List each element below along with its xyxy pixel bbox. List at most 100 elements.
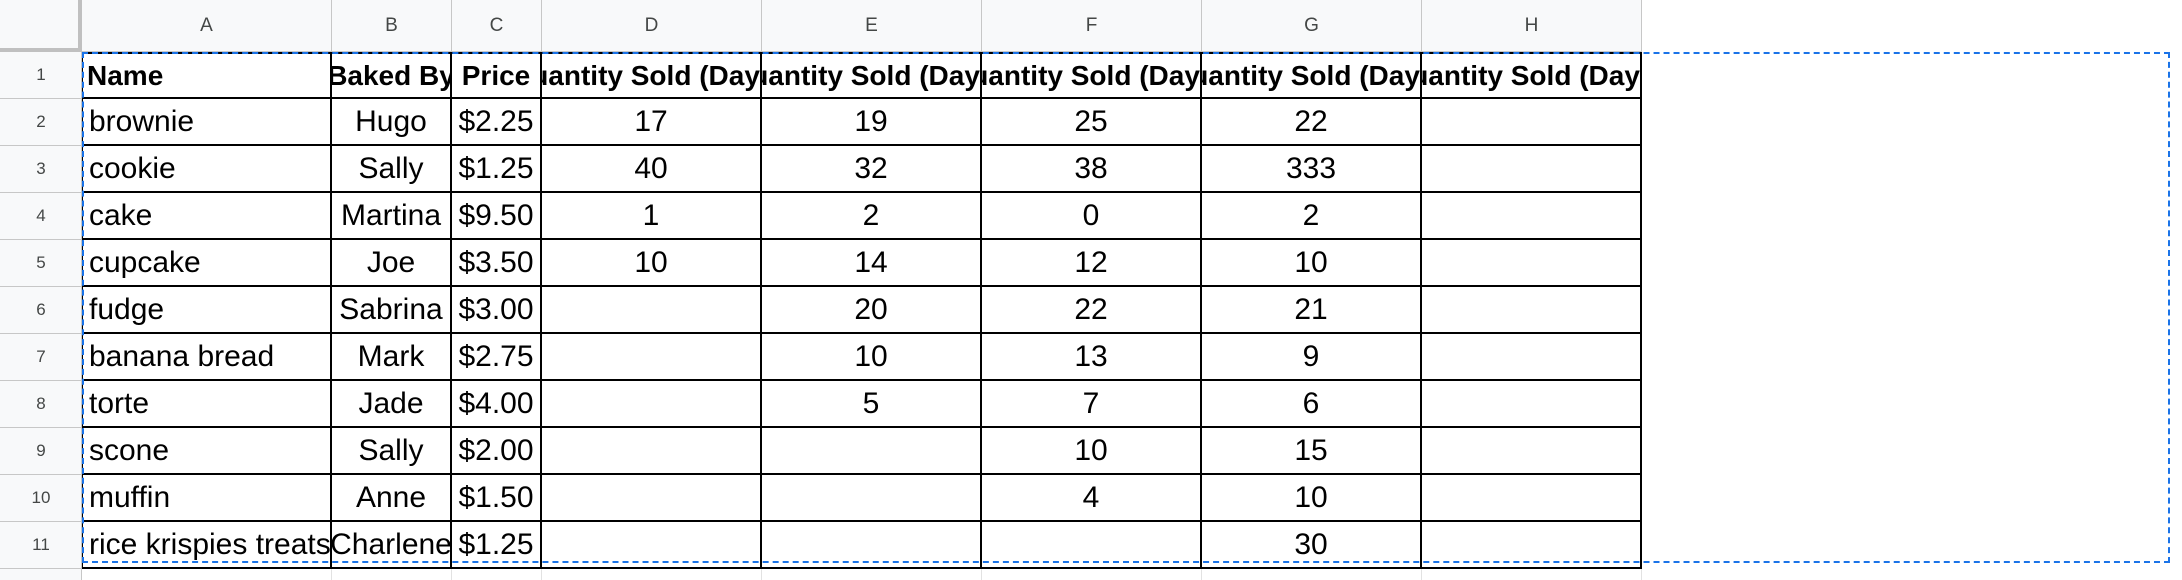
cell-f9[interactable]: 10 <box>982 428 1202 475</box>
column-header-g[interactable]: G <box>1202 0 1422 52</box>
cell-g6[interactable]: 21 <box>1202 287 1422 334</box>
column-header-c[interactable]: C <box>452 0 542 52</box>
row-header-5[interactable]: 5 <box>0 240 82 287</box>
cell-h3[interactable] <box>1422 146 1642 193</box>
cell-f10[interactable]: 4 <box>982 475 1202 522</box>
column-header-e[interactable]: E <box>762 0 982 52</box>
cell-e8[interactable]: 5 <box>762 381 982 428</box>
cell-d9[interactable] <box>542 428 762 475</box>
cell-g5[interactable]: 10 <box>1202 240 1422 287</box>
cell-g4[interactable]: 2 <box>1202 193 1422 240</box>
cell-f4[interactable]: 0 <box>982 193 1202 240</box>
cell-g11[interactable]: 30 <box>1202 522 1422 569</box>
cell-h5[interactable] <box>1422 240 1642 287</box>
cell-a3[interactable]: cookie <box>82 146 332 193</box>
cell-h6[interactable] <box>1422 287 1642 334</box>
row-header-8[interactable]: 8 <box>0 381 82 428</box>
header-cell-a1[interactable]: Name <box>82 52 332 99</box>
cell-e4[interactable]: 2 <box>762 193 982 240</box>
row-header-9[interactable]: 9 <box>0 428 82 475</box>
column-header-d[interactable]: D <box>542 0 762 52</box>
cell-d5[interactable]: 10 <box>542 240 762 287</box>
header-cell-c1[interactable]: Price <box>452 52 542 99</box>
cell-e5[interactable]: 14 <box>762 240 982 287</box>
cell-f11[interactable] <box>982 522 1202 569</box>
cell-c7[interactable]: $2.75 <box>452 334 542 381</box>
cell-c11[interactable]: $1.25 <box>452 522 542 569</box>
cell-h8[interactable] <box>1422 381 1642 428</box>
column-header-a[interactable]: A <box>82 0 332 52</box>
cell-g2[interactable]: 22 <box>1202 99 1422 146</box>
header-cell-f1[interactable]: Quantity Sold (Day 3) <box>982 52 1202 99</box>
cell-h4[interactable] <box>1422 193 1642 240</box>
header-cell-g1[interactable]: Quantity Sold (Day 4) <box>1202 52 1422 99</box>
cell-a8[interactable]: torte <box>82 381 332 428</box>
empty-cell[interactable] <box>82 569 332 580</box>
cell-h9[interactable] <box>1422 428 1642 475</box>
cell-b4[interactable]: Martina <box>332 193 452 240</box>
cell-e7[interactable]: 10 <box>762 334 982 381</box>
row-header-2[interactable]: 2 <box>0 99 82 146</box>
cell-f3[interactable]: 38 <box>982 146 1202 193</box>
header-cell-e1[interactable]: Quantity Sold (Day 2) <box>762 52 982 99</box>
cell-b11[interactable]: Charlene <box>332 522 452 569</box>
cell-c10[interactable]: $1.50 <box>452 475 542 522</box>
cell-b9[interactable]: Sally <box>332 428 452 475</box>
cell-d2[interactable]: 17 <box>542 99 762 146</box>
cell-e3[interactable]: 32 <box>762 146 982 193</box>
cell-a2[interactable]: brownie <box>82 99 332 146</box>
cell-e9[interactable] <box>762 428 982 475</box>
empty-cell[interactable] <box>762 569 982 580</box>
row-header-11[interactable]: 11 <box>0 522 82 569</box>
cell-a10[interactable]: muffin <box>82 475 332 522</box>
row-header-10[interactable]: 10 <box>0 475 82 522</box>
cell-d7[interactable] <box>542 334 762 381</box>
cell-d11[interactable] <box>542 522 762 569</box>
column-header-b[interactable]: B <box>332 0 452 52</box>
cell-c4[interactable]: $9.50 <box>452 193 542 240</box>
cell-c5[interactable]: $3.50 <box>452 240 542 287</box>
cell-h11[interactable] <box>1422 522 1642 569</box>
empty-cell[interactable] <box>1422 569 1642 580</box>
cell-e6[interactable]: 20 <box>762 287 982 334</box>
cell-b3[interactable]: Sally <box>332 146 452 193</box>
row-header-7[interactable]: 7 <box>0 334 82 381</box>
cell-d6[interactable] <box>542 287 762 334</box>
cell-a9[interactable]: scone <box>82 428 332 475</box>
cell-e11[interactable] <box>762 522 982 569</box>
cell-g7[interactable]: 9 <box>1202 334 1422 381</box>
cell-d3[interactable]: 40 <box>542 146 762 193</box>
cell-c2[interactable]: $2.25 <box>452 99 542 146</box>
cell-d10[interactable] <box>542 475 762 522</box>
cell-f7[interactable]: 13 <box>982 334 1202 381</box>
cell-a4[interactable]: cake <box>82 193 332 240</box>
cell-e2[interactable]: 19 <box>762 99 982 146</box>
cell-c6[interactable]: $3.00 <box>452 287 542 334</box>
cell-a11[interactable]: rice krispies treats <box>82 522 332 569</box>
cell-h10[interactable] <box>1422 475 1642 522</box>
cell-c9[interactable]: $2.00 <box>452 428 542 475</box>
row-header-1[interactable]: 1 <box>0 52 82 99</box>
select-all-corner[interactable] <box>0 0 82 52</box>
cell-g10[interactable]: 10 <box>1202 475 1422 522</box>
header-cell-b1[interactable]: Baked By <box>332 52 452 99</box>
cell-f6[interactable]: 22 <box>982 287 1202 334</box>
header-cell-h1[interactable]: Quantity Sold (Day 5) <box>1422 52 1642 99</box>
cell-c8[interactable]: $4.00 <box>452 381 542 428</box>
cell-h2[interactable] <box>1422 99 1642 146</box>
row-header-4[interactable]: 4 <box>0 193 82 240</box>
cell-a5[interactable]: cupcake <box>82 240 332 287</box>
cell-b10[interactable]: Anne <box>332 475 452 522</box>
cell-e10[interactable] <box>762 475 982 522</box>
cell-d8[interactable] <box>542 381 762 428</box>
row-header-6[interactable]: 6 <box>0 287 82 334</box>
cell-b2[interactable]: Hugo <box>332 99 452 146</box>
column-header-h[interactable]: H <box>1422 0 1642 52</box>
cell-d4[interactable]: 1 <box>542 193 762 240</box>
cell-a6[interactable]: fudge <box>82 287 332 334</box>
cell-g8[interactable]: 6 <box>1202 381 1422 428</box>
empty-cell[interactable] <box>982 569 1202 580</box>
cell-g3[interactable]: 333 <box>1202 146 1422 193</box>
column-header-f[interactable]: F <box>982 0 1202 52</box>
cell-f5[interactable]: 12 <box>982 240 1202 287</box>
